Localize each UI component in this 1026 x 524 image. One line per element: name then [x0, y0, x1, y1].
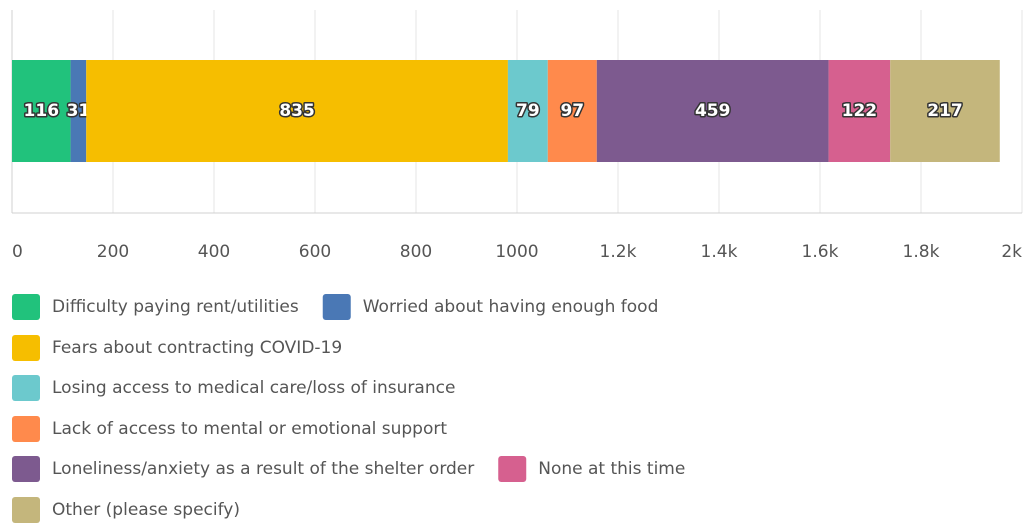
bar-segment: [507, 60, 548, 162]
x-tick-label: 0: [12, 242, 23, 262]
bar-segment: [828, 60, 891, 162]
legend-label: Other (please specify): [52, 500, 240, 520]
x-tick-label: 800: [400, 242, 432, 262]
x-tick-label: 1.2k: [600, 242, 637, 262]
legend-label: None at this time: [538, 459, 685, 479]
data-label: 97: [560, 101, 584, 121]
legend-swatch: [12, 416, 40, 442]
x-tick-label: 2k: [1001, 242, 1022, 262]
data-label: 122: [842, 101, 878, 121]
legend-swatch: [12, 294, 40, 320]
x-tick-label: 400: [198, 242, 230, 262]
x-tick-label: 1.6k: [802, 242, 839, 262]
x-tick-label: 1.8k: [903, 242, 940, 262]
legend-label: Worried about having enough food: [363, 297, 659, 317]
data-label: 31: [67, 101, 91, 121]
data-label: 835: [279, 101, 315, 121]
bar-segment: [547, 60, 597, 162]
legend-swatch: [498, 456, 527, 482]
legend-swatch: [12, 456, 40, 482]
legend-swatch: [12, 375, 40, 401]
data-label: 79: [516, 101, 540, 121]
bar-segment: [596, 60, 829, 162]
bar-segment: [70, 60, 87, 162]
legend-label: Lack of access to mental or emotional su…: [52, 419, 447, 439]
legend-label: Difficulty paying rent/utilities: [52, 297, 299, 317]
legend-label: Loneliness/anxiety as a result of the sh…: [52, 459, 474, 479]
legend-swatch: [322, 294, 351, 320]
data-label: 217: [927, 101, 963, 121]
data-label: 116: [24, 101, 60, 121]
legend-label: Fears about contracting COVID-19: [52, 338, 342, 358]
data-label: 459: [695, 101, 731, 121]
bar-segment: [890, 60, 1000, 162]
x-tick-label: 1000: [495, 242, 538, 262]
legend-swatch: [12, 497, 40, 523]
x-tick-label: 1.4k: [701, 242, 738, 262]
bar-segment: [86, 60, 508, 162]
x-tick-label: 600: [299, 242, 331, 262]
legend-label: Losing access to medical care/loss of in…: [52, 378, 455, 398]
bar-segment: [12, 60, 71, 162]
legend-swatch: [12, 335, 40, 361]
x-tick-label: 200: [97, 242, 129, 262]
